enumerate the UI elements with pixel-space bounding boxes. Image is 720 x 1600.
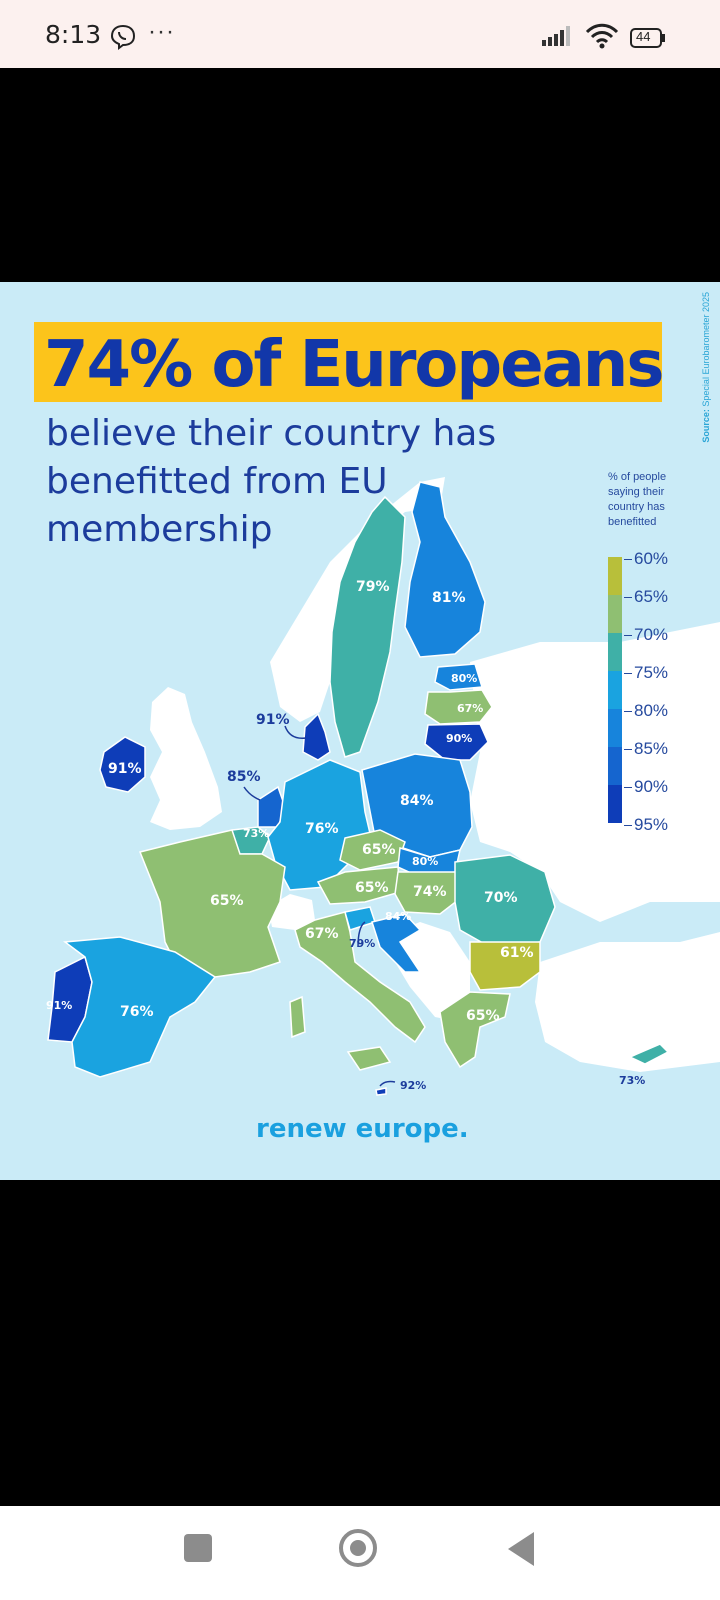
legend-swatch [608, 709, 622, 747]
source-label: Source: [701, 409, 711, 443]
legend-tick: 75% [634, 663, 669, 682]
slovenia-value: 79% [349, 937, 376, 950]
battery-level: 44 [636, 29, 651, 44]
malta-value: 92% [400, 1079, 427, 1092]
finland-shape [404, 481, 486, 658]
legend-swatch [608, 747, 622, 785]
sweden-shape [329, 495, 406, 758]
lithuania-value: 90% [446, 732, 473, 745]
legend-tick: 85% [634, 739, 669, 758]
source-text: Special Eurobarometer 2025 [701, 292, 711, 407]
italy-value: 67% [305, 926, 339, 942]
source-note: Source: Special Eurobarometer 2025 [701, 292, 711, 443]
netherlands-leader [243, 786, 261, 801]
estonia-shape [434, 663, 483, 691]
slovakia-value: 80% [412, 855, 439, 868]
balkans-shape [395, 922, 470, 1022]
malta-leader [379, 1080, 396, 1087]
slovenia-shape [344, 906, 376, 931]
legend-tick: 95% [634, 815, 669, 834]
hungary-value: 74% [413, 884, 447, 900]
slovenia-leader [357, 921, 366, 948]
cyprus-shape [628, 1043, 670, 1065]
legend-tick: 90% [634, 777, 669, 796]
romania-value: 70% [484, 890, 518, 906]
battery-icon: 44 [630, 28, 666, 53]
czechia-value: 65% [362, 842, 396, 858]
denmark-value: 91% [256, 712, 290, 728]
spain-shape [62, 936, 217, 1078]
croatia-value: 84% [385, 910, 412, 923]
legend-color-bar [608, 557, 622, 823]
croatia-shape [371, 913, 422, 973]
finland-value: 81% [432, 590, 466, 606]
more-dots-icon: ··· [148, 18, 175, 45]
uk-shape [150, 687, 222, 830]
legend-swatch [608, 595, 622, 633]
back-button[interactable] [508, 1532, 534, 1566]
sicily-shape [346, 1046, 392, 1071]
norway-shape [270, 477, 445, 722]
bulgaria-shape [469, 941, 541, 991]
legend-tick: 65% [634, 587, 669, 606]
home-button[interactable] [339, 1529, 377, 1567]
ireland-shape [99, 736, 146, 793]
legend-title: % of people saying their country has ben… [608, 471, 667, 528]
spain-value: 76% [120, 1004, 154, 1020]
poster: 74% of Europeans believe their country h… [0, 282, 720, 1180]
russia-belarus-shape [470, 622, 720, 922]
sweden-value: 79% [356, 579, 390, 595]
wifi-icon [585, 23, 619, 54]
recent-apps-button[interactable] [184, 1534, 212, 1562]
malta-shape [375, 1087, 387, 1096]
sardinia-shape [289, 995, 306, 1039]
legend-tick: 70% [634, 625, 669, 644]
status-time: 8:13 [45, 20, 102, 49]
bulgaria-value: 61% [500, 945, 534, 961]
renew-europe-logo: renew europe. [256, 1114, 469, 1144]
legend-swatch [608, 557, 622, 595]
denmark-shape [302, 712, 331, 761]
netherlands-value: 85% [227, 769, 261, 785]
status-bar: 8:13 ··· 44 [0, 0, 720, 68]
navigation-bar [0, 1506, 720, 1600]
latvia-shape [424, 689, 493, 725]
legend-swatch [608, 671, 622, 709]
cyprus-value: 73% [619, 1074, 646, 1087]
europe-map [47, 477, 720, 1096]
lithuania-shape [424, 723, 489, 761]
cell-signal-icon [542, 26, 576, 51]
legend-tick: 80% [634, 701, 669, 720]
estonia-value: 80% [451, 672, 478, 685]
germany-value: 76% [305, 821, 339, 837]
poster-subtitle: believe their country has benefitted fro… [46, 413, 497, 550]
viber-icon [110, 24, 136, 55]
portugal-value: 91% [46, 999, 73, 1012]
ireland-value: 91% [108, 761, 142, 777]
greece-shape [439, 991, 511, 1069]
turkey-shape [535, 932, 720, 1072]
greece-value: 65% [466, 1008, 500, 1024]
poster-title: 74% of Europeans [44, 328, 664, 402]
france-value: 65% [210, 893, 244, 909]
legend-swatch [608, 785, 622, 823]
austria-value: 65% [355, 880, 389, 896]
legend-tick: 60% [634, 549, 669, 568]
poland-value: 84% [400, 793, 434, 809]
legend-swatch [608, 633, 622, 671]
latvia-value: 67% [457, 702, 484, 715]
denmark-leader [284, 725, 307, 739]
belgium-value: 73% [243, 827, 270, 840]
title-banner: 74% of Europeans [34, 322, 664, 402]
